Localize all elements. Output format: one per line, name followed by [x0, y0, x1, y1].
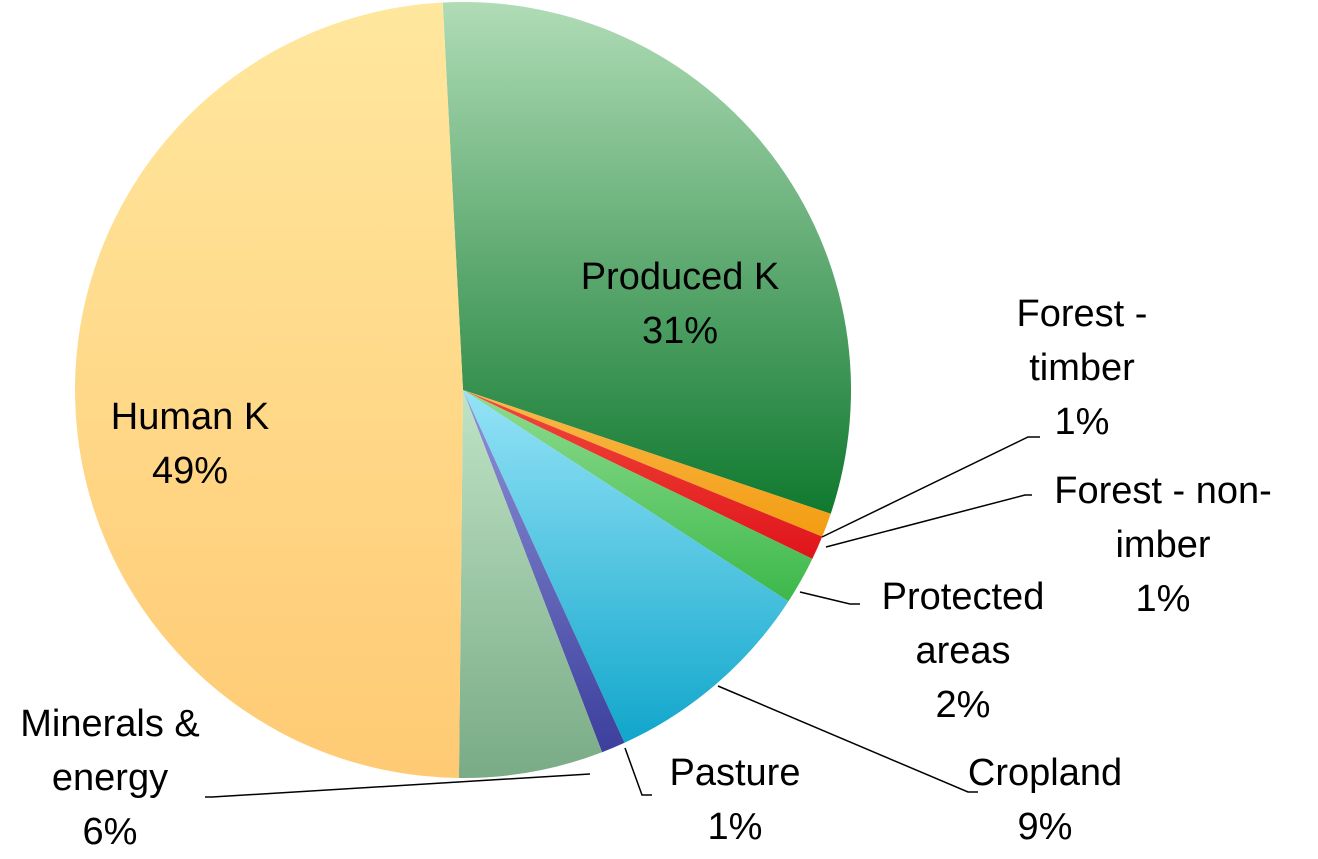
slice-label: Cropland 9% [925, 746, 1165, 854]
slice-label: Forest - non-imber 1% [1018, 464, 1308, 626]
pie-slice [442, 2, 852, 514]
leader-line [717, 685, 978, 793]
slices [75, 2, 852, 778]
pie-slice [463, 390, 625, 753]
category-label: Pasture [669, 752, 801, 794]
leader-line [799, 591, 860, 605]
value-label: 6% [82, 811, 138, 853]
value-label: 9% [1017, 806, 1073, 848]
value-label: 31% [641, 310, 719, 352]
leader-lines [205, 436, 1040, 798]
pie-slice [463, 390, 823, 559]
pie-slice [463, 390, 789, 743]
slice-label: Forest - timber 1% [987, 287, 1177, 449]
leader-line [624, 747, 652, 796]
leader-line [821, 436, 1040, 538]
category-label: Forest - timber [1016, 293, 1148, 389]
slice-label: Produced K 31% [530, 250, 830, 358]
slice-label: Pasture 1% [625, 746, 845, 854]
category-label: Protected areas [881, 576, 1045, 672]
category-label: Forest - non-imber [1054, 470, 1272, 566]
pie-slice [463, 390, 831, 537]
value-label: 1% [707, 806, 763, 848]
value-label: 2% [935, 684, 991, 726]
pie-slice [458, 390, 603, 778]
category-label: Cropland [967, 752, 1123, 794]
value-label: 49% [151, 450, 229, 492]
pie-slice [75, 2, 463, 778]
slice-label: Minerals & energy 6% [5, 697, 215, 859]
category-label: Minerals & energy [20, 703, 200, 799]
pie-slice [463, 390, 813, 602]
value-label: 1% [1135, 578, 1191, 620]
leader-line [205, 773, 591, 798]
value-label: 1% [1054, 401, 1110, 443]
leader-line [825, 494, 1032, 548]
category-label: Human K [110, 396, 270, 438]
slice-label: Protected areas 2% [853, 570, 1073, 732]
category-label: Produced K [580, 256, 780, 298]
slice-label: Human K 49% [70, 390, 310, 498]
